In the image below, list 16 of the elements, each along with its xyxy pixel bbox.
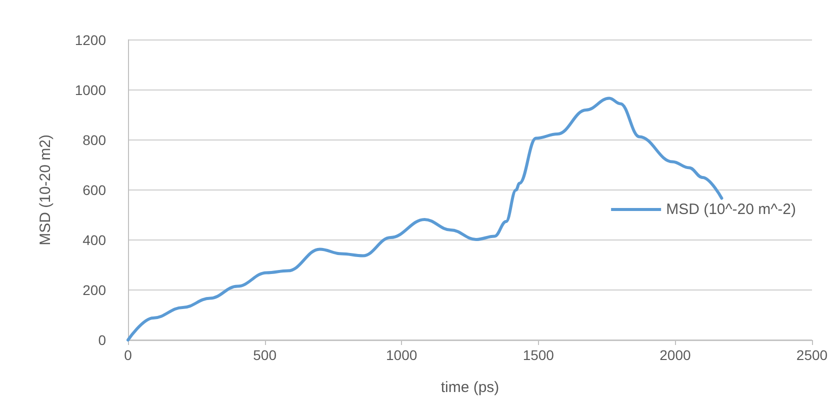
y-tick-label: 600: [82, 182, 106, 198]
x-tick-label: 2000: [660, 347, 691, 363]
x-axis-title: time (ps): [440, 379, 500, 396]
y-tick-label: 1200: [74, 32, 106, 48]
x-tick-label: 500: [253, 347, 277, 363]
y-tick-label: 0: [98, 332, 106, 348]
legend-label: MSD (10^-20 m^-2): [666, 201, 796, 218]
x-tick-label: 1500: [522, 347, 554, 363]
x-tick-label: 0: [124, 347, 132, 363]
x-tick-label: 1000: [386, 347, 418, 363]
y-tick-label: 1000: [74, 82, 106, 98]
y-tick-label: 400: [82, 232, 106, 248]
y-axis-title: MSD (10-20 m2): [37, 134, 54, 246]
y-tick-label: 800: [82, 132, 106, 148]
y-tick-label: 200: [82, 282, 106, 298]
x-tick-label: 2500: [796, 347, 828, 363]
